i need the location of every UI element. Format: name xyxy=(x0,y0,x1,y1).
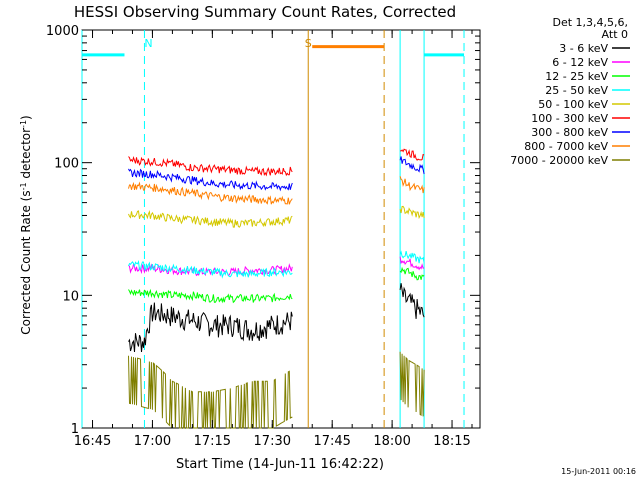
axis-ticks: 16:45 17:00 17:15 17:30 17:45 18:00 18:15 1 10 10… xyxy=(46,24,480,449)
series-line xyxy=(399,256,425,271)
series-line xyxy=(399,351,425,417)
x-tick-label: 17:00 xyxy=(134,434,171,449)
series-lines xyxy=(128,148,425,429)
y-tick-label: 100 xyxy=(54,157,79,172)
legend-header-line-2: Att 0 xyxy=(602,28,628,41)
series-line xyxy=(128,355,293,429)
series-line xyxy=(399,250,425,264)
annotation-label: S xyxy=(305,37,312,50)
legend-entry-label: 12 - 25 keV xyxy=(545,70,608,83)
series-line xyxy=(399,266,425,281)
legend-entry-label: 100 - 300 keV xyxy=(531,112,608,125)
axes xyxy=(81,29,481,429)
y-tick-label: 1 xyxy=(71,422,79,437)
series-line xyxy=(399,156,425,175)
legend-entry-label: 25 - 50 keV xyxy=(545,84,608,97)
x-tick-label: 16:45 xyxy=(74,434,111,449)
series-line xyxy=(128,181,293,205)
x-tick-label: 18:00 xyxy=(373,434,410,449)
series-line xyxy=(128,302,293,353)
footer-date: 15-Jun-2011 00:16 xyxy=(561,467,636,476)
x-tick-label: 18:15 xyxy=(433,434,470,449)
series-line xyxy=(400,148,425,161)
x-tick-label: 17:15 xyxy=(194,434,231,449)
legend-entry-label: 7000 - 20000 keV xyxy=(510,154,608,167)
y-tick-label: 1000 xyxy=(46,24,79,39)
series-line xyxy=(399,205,425,220)
y-tick-label: 10 xyxy=(62,289,79,304)
legend-entry-label: 3 - 6 keV xyxy=(559,42,608,55)
series-line xyxy=(128,288,293,304)
series-line xyxy=(128,209,293,228)
series-line xyxy=(128,168,293,192)
y-axis-label: Corrected Count Rate (s-1 detector-1) xyxy=(19,115,34,334)
legend-entry-label: 300 - 800 keV xyxy=(531,126,608,139)
series-line xyxy=(399,176,425,194)
legend-entry-label: 6 - 12 keV xyxy=(552,56,608,69)
chart-title: HESSI Observing Summary Count Rates, Cor… xyxy=(74,3,456,21)
plot-frame xyxy=(81,29,481,429)
series-line xyxy=(128,155,293,177)
x-tick-label: 17:30 xyxy=(254,434,291,449)
series-line xyxy=(399,283,425,319)
series-line xyxy=(128,259,293,279)
legend-entry-label: 800 - 7000 keV xyxy=(524,140,608,153)
legend-header-line-1: Det 1,3,4,5,6, xyxy=(552,16,628,29)
x-tick-label: 17:45 xyxy=(313,434,350,449)
legend-entry-label: 50 - 100 keV xyxy=(538,98,608,111)
x-axis-label: Start Time (14-Jun-11 16:42:22) xyxy=(176,457,384,472)
annotation-label: N xyxy=(144,37,152,50)
